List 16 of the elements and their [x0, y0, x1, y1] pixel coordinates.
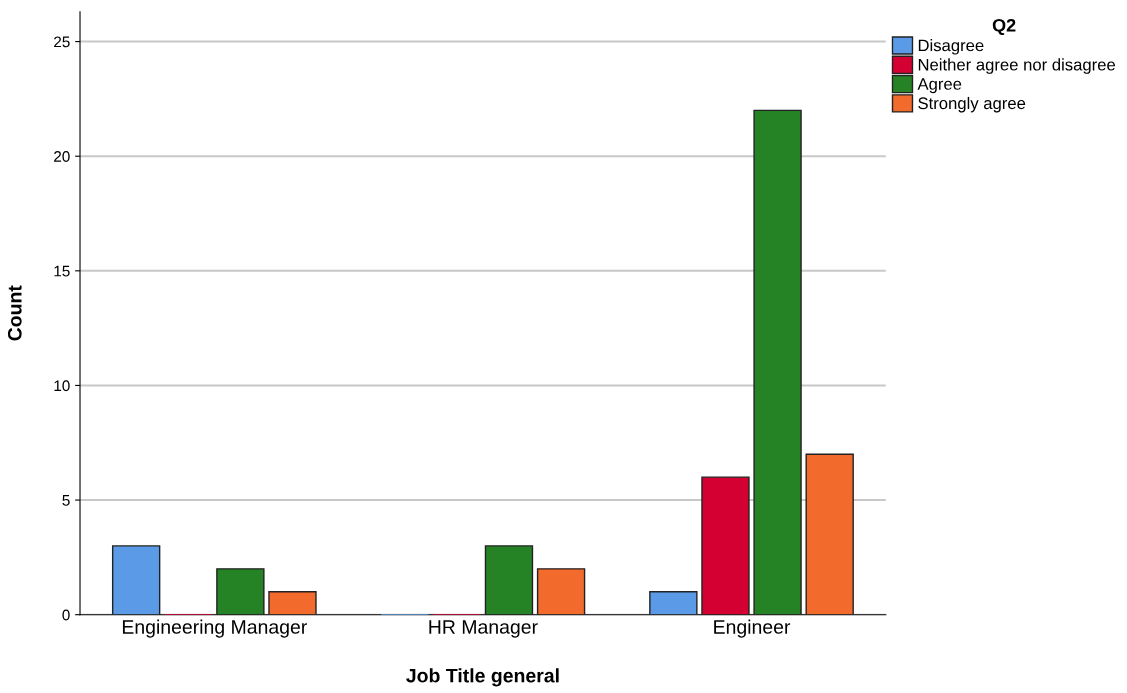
legend-label: Neither agree nor disagree — [918, 58, 1116, 74]
legend-title: Q2 — [992, 18, 1016, 36]
y-tick-label: 5 — [62, 495, 70, 506]
x-tick-label: Engineer — [714, 619, 791, 638]
legend-label: Disagree — [918, 39, 984, 55]
y-tick-label: 25 — [54, 36, 70, 48]
legend-label: Agree — [917, 78, 962, 94]
x-axis-title: Job Title general — [406, 668, 559, 687]
y-axis-title: Count — [7, 285, 22, 341]
legend-label: Strongly agree — [918, 96, 1026, 113]
y-tick-label: 0 — [62, 609, 70, 621]
y-tick-label: 10 — [54, 380, 70, 392]
x-tick-label: Engineering Manager — [122, 619, 307, 638]
x-tick-label: HR Manager — [429, 620, 538, 638]
y-tick-label: 15 — [54, 265, 70, 277]
y-tick-label: 20 — [54, 151, 70, 162]
